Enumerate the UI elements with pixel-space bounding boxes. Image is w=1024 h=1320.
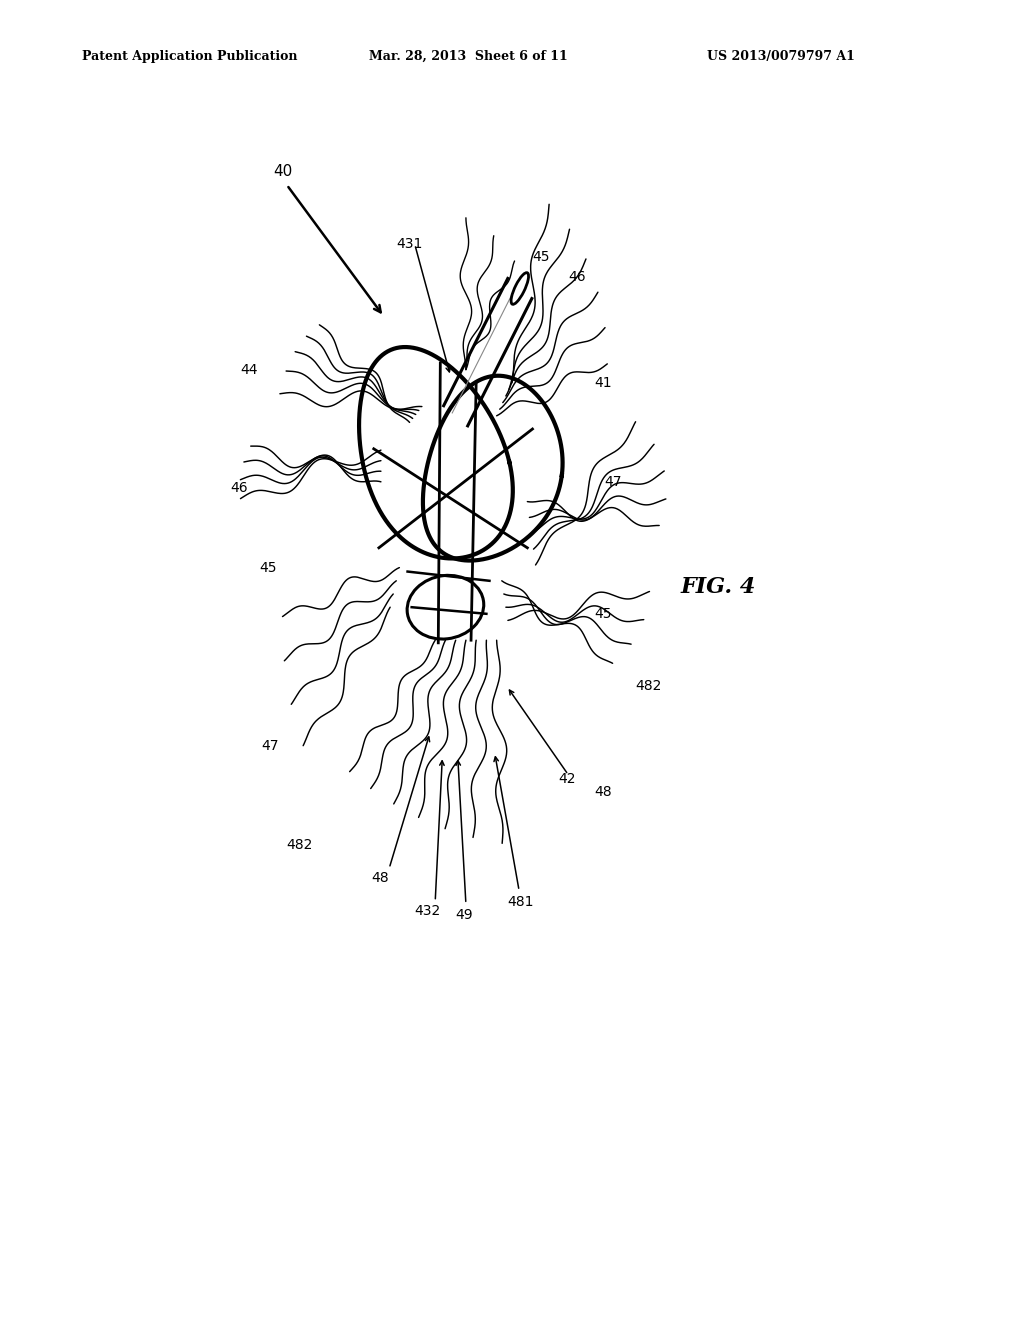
Text: Patent Application Publication: Patent Application Publication xyxy=(82,50,297,63)
Text: 47: 47 xyxy=(261,739,279,752)
Text: 431: 431 xyxy=(396,238,423,251)
Text: 45: 45 xyxy=(259,561,276,574)
Text: 482: 482 xyxy=(287,838,313,851)
Text: 48: 48 xyxy=(594,785,611,799)
Text: 45: 45 xyxy=(594,607,611,620)
Text: 48: 48 xyxy=(372,871,389,884)
Ellipse shape xyxy=(511,273,528,305)
Text: 47: 47 xyxy=(604,475,622,488)
Text: 44: 44 xyxy=(241,363,258,376)
Text: 42: 42 xyxy=(558,772,575,785)
Text: 41: 41 xyxy=(594,376,611,389)
Text: FIG. 4: FIG. 4 xyxy=(681,577,757,598)
Text: 481: 481 xyxy=(507,895,534,908)
Text: 482: 482 xyxy=(635,680,662,693)
Text: 46: 46 xyxy=(568,271,586,284)
Text: 45: 45 xyxy=(532,251,550,264)
Text: 40: 40 xyxy=(273,164,293,180)
Text: 49: 49 xyxy=(456,908,473,921)
Text: 432: 432 xyxy=(415,904,441,917)
Text: Mar. 28, 2013  Sheet 6 of 11: Mar. 28, 2013 Sheet 6 of 11 xyxy=(369,50,567,63)
Text: US 2013/0079797 A1: US 2013/0079797 A1 xyxy=(707,50,854,63)
Text: 46: 46 xyxy=(230,482,248,495)
